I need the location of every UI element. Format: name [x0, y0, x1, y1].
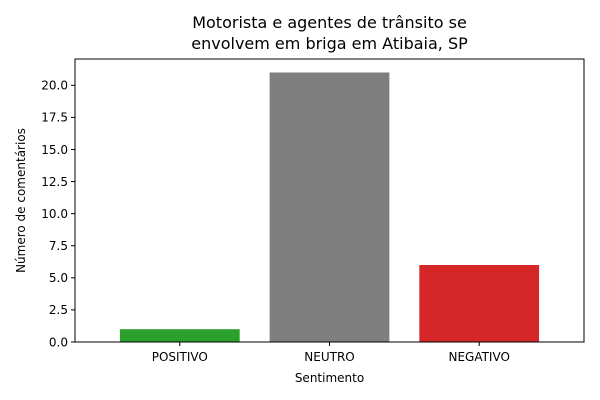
chart-title-line-1: Motorista e agentes de trânsito se: [192, 13, 467, 32]
y-tick-label: 12.5: [41, 175, 68, 189]
x-tick-label: NEGATIVO: [448, 350, 509, 364]
y-tick-label: 0.0: [49, 335, 68, 349]
y-tick-label: 2.5: [49, 303, 68, 317]
chart-title: Motorista e agentes de trânsito se envol…: [191, 13, 468, 53]
bar-positivo: [119, 329, 240, 342]
plot-area: 0.0 2.5 5.0 7.5 10.0 12.5 15.0 17.5 20.0 POSITIVO…: [41, 72, 540, 364]
y-tick-label: 5.0: [49, 271, 68, 285]
x-tick-label: POSITIVO: [152, 350, 208, 364]
x-axis-label: Sentimento: [295, 371, 364, 385]
bar-neutro: [269, 72, 390, 342]
y-tick-label: 17.5: [41, 111, 68, 125]
x-tick-label: NEUTRO: [304, 350, 354, 364]
bar-negativo: [419, 264, 540, 342]
y-tick-label: 20.0: [41, 79, 68, 93]
plot-frame: [74, 58, 585, 343]
y-tick-label: 7.5: [49, 239, 68, 253]
chart-title-line-2: envolvem em briga em Atibaia, SP: [191, 34, 468, 53]
y-tick-label: 10.0: [41, 207, 68, 221]
y-axis-label: Número de comentários: [14, 128, 28, 273]
y-tick-label: 15.0: [41, 143, 68, 157]
